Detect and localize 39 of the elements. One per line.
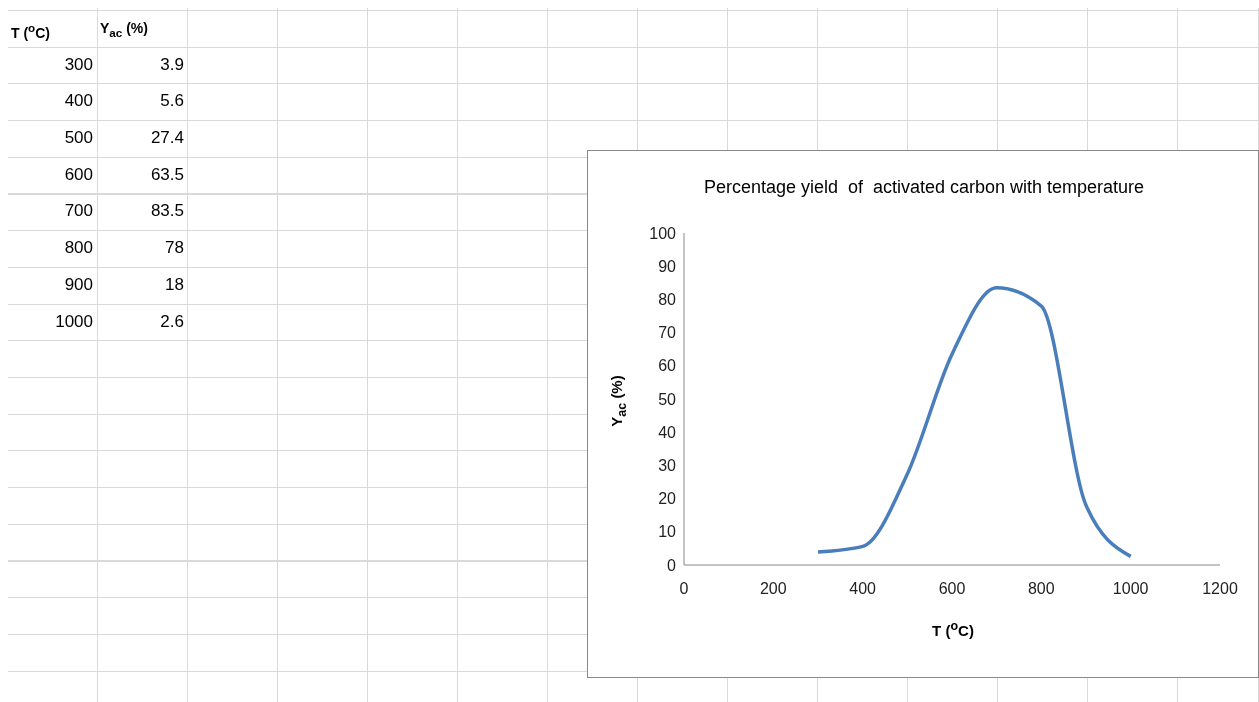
x-tick-label: 200	[759, 580, 787, 598]
y-tick-label: 40	[658, 423, 677, 441]
text: 5.6	[160, 91, 184, 111]
x-tick-label: 600	[938, 580, 966, 598]
x-tick-label: 400	[849, 580, 877, 598]
y-tick-label: 10	[658, 523, 677, 541]
text: 83.5	[150, 201, 184, 221]
chart-title: Percentage yield of activated carbon with temperature	[702, 177, 1146, 198]
text: Y$_{ac}$ (%)	[100, 20, 148, 39]
text: 1000	[55, 311, 93, 331]
text: 900	[64, 274, 93, 294]
text: 400	[64, 91, 93, 111]
text: 3.9	[160, 54, 184, 74]
y-tick-label: 100	[649, 224, 677, 242]
x-tick-label: 1000	[1112, 580, 1149, 598]
text: 63.5	[150, 164, 184, 184]
y-tick-label: 30	[658, 457, 677, 475]
y-tick-label: 20	[658, 490, 677, 508]
text: 78	[165, 238, 184, 258]
y-tick-label: 70	[658, 324, 677, 342]
text: 600	[64, 164, 93, 184]
text: 18	[165, 274, 184, 294]
text: 2.6	[160, 311, 184, 331]
y-tick-label: 0	[667, 556, 677, 574]
y-tick-label: 90	[658, 257, 677, 275]
y-tick-label: 50	[658, 390, 677, 408]
x-axis-title: T ($^{o}$C)	[932, 619, 974, 639]
text: 800	[64, 238, 93, 258]
y-tick-label: 60	[658, 357, 677, 375]
x-tick-label: 1200	[1202, 580, 1238, 598]
text: 27.4	[150, 128, 184, 148]
text: 500	[64, 128, 93, 148]
y-tick-label: 80	[658, 291, 677, 309]
text: 700	[64, 201, 93, 221]
text: T ($^{o}$C)	[11, 21, 51, 41]
line-series	[816, 286, 1133, 559]
x-tick-label: 0	[679, 580, 689, 598]
text: 300	[64, 54, 93, 74]
x-tick-label: 800	[1027, 580, 1055, 598]
